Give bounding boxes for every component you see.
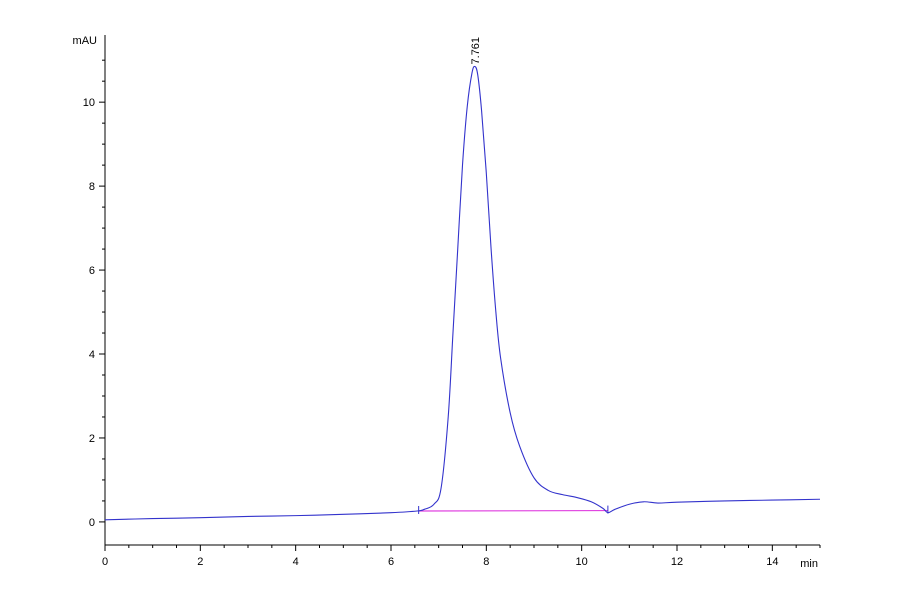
peak-annotation-layer: 7.761 — [470, 37, 482, 65]
signal-trace-layer — [104, 65, 821, 521]
y-axis-unit-label: mAU — [73, 35, 98, 47]
y-tick-label: 10 — [83, 97, 95, 109]
x-axis-unit-label: min — [800, 558, 818, 570]
axis-ticks: 0 2 4 6 8 10 12 14 0 2 4 6 8 10 — [83, 59, 821, 568]
x-tick-label: 0 — [102, 556, 108, 568]
y-tick-label: 6 — [89, 265, 95, 277]
x-tick-label: 8 — [483, 556, 489, 568]
x-tick-label: 2 — [197, 556, 203, 568]
y-tick-label: 4 — [89, 349, 95, 361]
x-tick-label: 10 — [576, 556, 588, 568]
x-tick-label: 14 — [766, 556, 778, 568]
x-tick-label: 12 — [671, 556, 683, 568]
axes — [104, 35, 820, 546]
x-tick-label: 6 — [388, 556, 394, 568]
y-tick-label: 8 — [89, 181, 95, 193]
signal-trace — [104, 65, 821, 521]
x-tick-label: 4 — [293, 556, 299, 568]
y-tick-label: 2 — [89, 433, 95, 445]
y-tick-label: 0 — [89, 517, 95, 529]
peak-retention-label: 7.761 — [470, 37, 482, 65]
